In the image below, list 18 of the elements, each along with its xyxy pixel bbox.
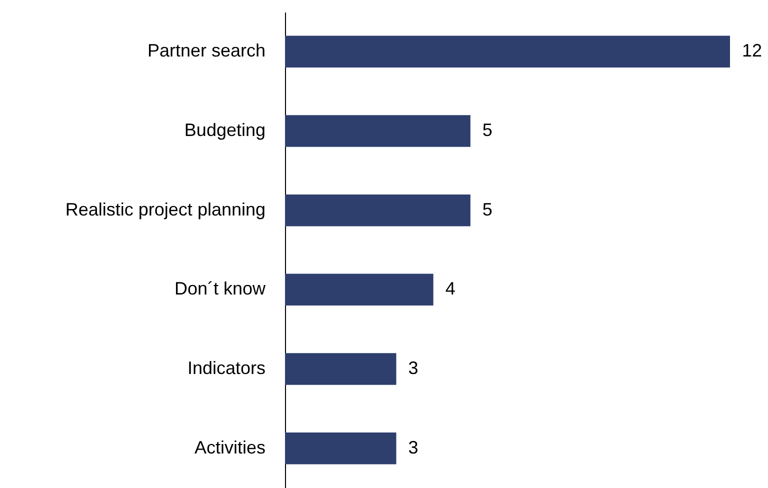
bar xyxy=(285,432,396,464)
bar xyxy=(285,274,434,306)
data-label: 4 xyxy=(445,278,456,299)
data-label: 5 xyxy=(482,120,492,140)
bar xyxy=(285,36,730,68)
y-tick-label: Don´t know xyxy=(174,278,266,299)
y-tick-label: Indicators xyxy=(187,358,266,378)
data-label: 12 xyxy=(742,40,762,61)
bar xyxy=(285,194,470,226)
y-tick-label: Budgeting xyxy=(184,120,266,140)
y-tick-label: Partner search xyxy=(147,40,266,61)
bar xyxy=(285,353,396,385)
y-tick-label: Activities xyxy=(194,437,266,458)
data-label: 3 xyxy=(408,437,418,458)
bar xyxy=(285,115,470,147)
data-label: 3 xyxy=(408,358,418,378)
data-label: 5 xyxy=(482,199,492,220)
y-tick-label: Realistic project planning xyxy=(65,199,266,220)
